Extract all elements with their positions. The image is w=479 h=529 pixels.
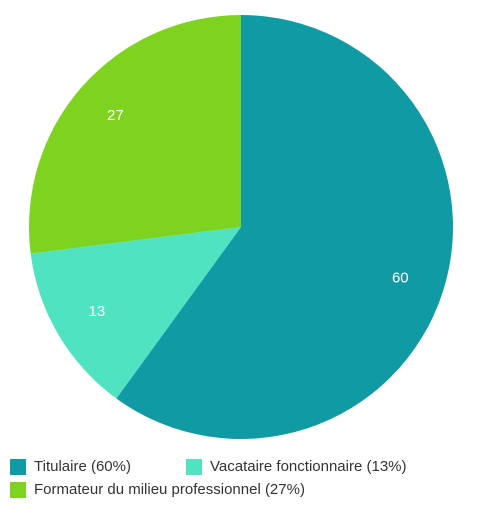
legend-swatch (186, 459, 202, 475)
pie-slice (116, 15, 454, 440)
legend-text: Formateur du milieu professionnel (27%) (34, 481, 305, 498)
pie-slice (28, 15, 241, 254)
slice-label: 27 (107, 107, 124, 124)
legend-swatch (10, 482, 26, 498)
legend-text: Titulaire (60%) (34, 458, 131, 475)
legend-text: Vacataire fonctionnaire (13%) (210, 458, 407, 475)
legend-swatch (10, 459, 26, 475)
pie-slice (30, 227, 242, 399)
slice-label: 13 (88, 303, 105, 320)
slice-label: 60 (392, 270, 409, 287)
